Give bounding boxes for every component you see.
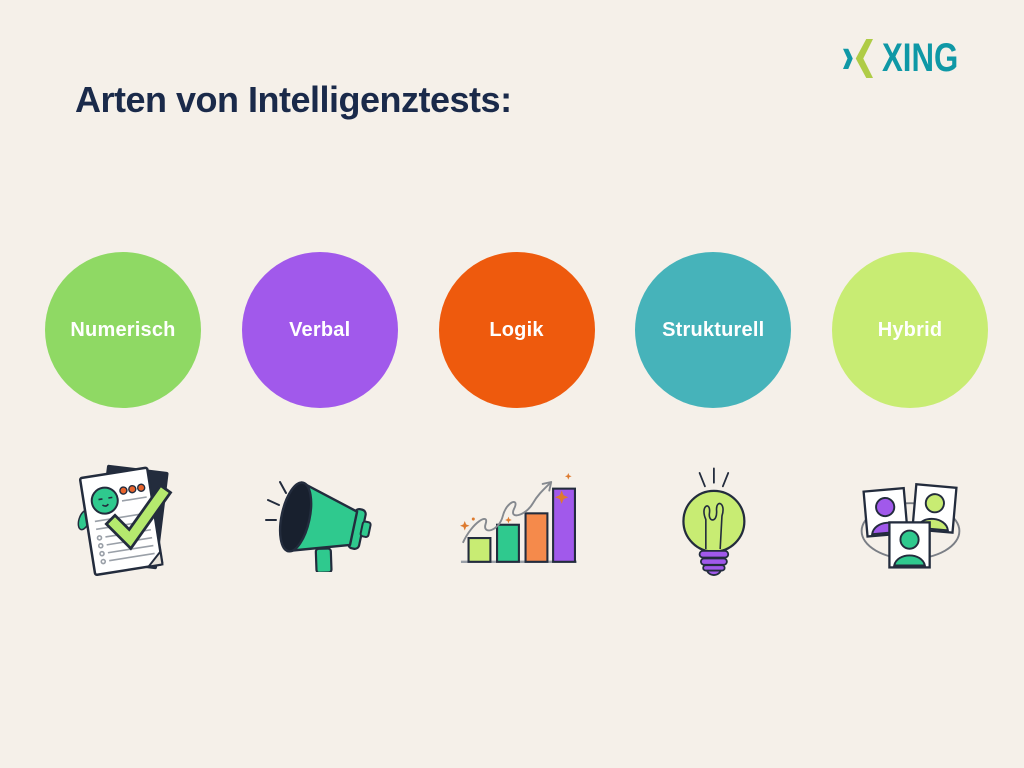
growth-chart-icon — [459, 472, 577, 563]
xing-logo-icon — [843, 38, 874, 78]
icon-cell-numerisch — [45, 452, 201, 587]
category-label: Hybrid — [877, 318, 943, 341]
lightbulb-icon — [682, 467, 746, 576]
team-network-icon — [860, 483, 960, 569]
category-circles: Numerisch Verbal Logik Strukturell Hybri… — [45, 252, 988, 408]
checklist-icon — [77, 464, 172, 576]
icon-cell-strukturell — [635, 452, 791, 587]
category-circle-strukturell: Strukturell — [635, 252, 792, 408]
icon-cell-verbal — [242, 452, 398, 587]
category-icons — [45, 452, 988, 587]
xing-logo: XING — [843, 38, 980, 78]
megaphone-icon — [264, 480, 372, 572]
category-circle-logik: Logik — [438, 252, 595, 408]
category-label: Numerisch — [70, 318, 176, 341]
icon-cell-logik — [439, 452, 595, 587]
category-label: Verbal — [289, 318, 351, 341]
category-label: Strukturell — [662, 318, 765, 341]
category-circle-hybrid: Hybrid — [832, 252, 988, 408]
xing-logo-text: XING — [882, 36, 959, 80]
icon-cell-hybrid — [832, 452, 988, 587]
category-circle-verbal: Verbal — [241, 252, 398, 408]
category-circle-numerisch: Numerisch — [45, 252, 201, 408]
category-label: Logik — [489, 318, 544, 341]
page-title: Arten von Intelligenztests: — [75, 79, 512, 120]
